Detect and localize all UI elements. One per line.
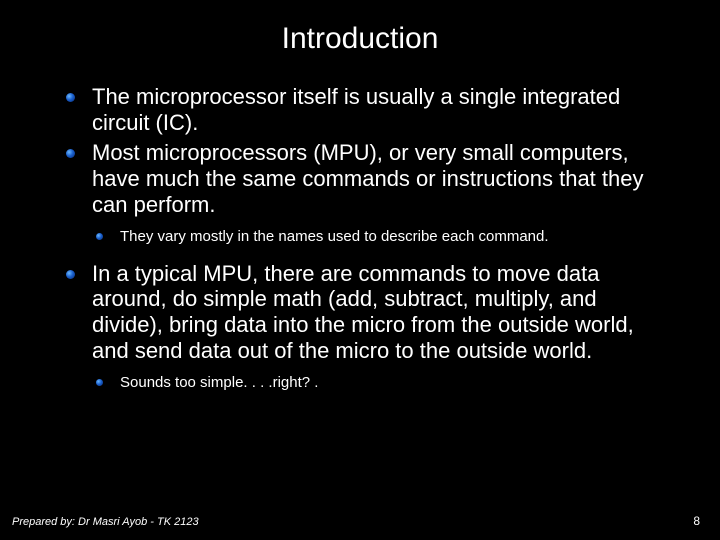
bullet-item: In a typical MPU, there are commands to …	[60, 261, 670, 394]
sub-bullet-item: They vary mostly in the names used to de…	[92, 228, 670, 247]
slide: Introduction The microprocessor itself i…	[0, 0, 720, 540]
page-number: 8	[693, 514, 700, 528]
slide-content: The microprocessor itself is usually a s…	[40, 84, 680, 393]
sub-bullet-text: Sounds too simple. . . .right? .	[120, 374, 318, 391]
footer-text: Prepared by: Dr Masri Ayob - TK 2123	[12, 516, 199, 528]
sub-bullet-list: Sounds too simple. . . .right? .	[92, 374, 670, 393]
sub-bullet-item: Sounds too simple. . . .right? .	[92, 374, 670, 393]
sub-bullet-text: They vary mostly in the names used to de…	[120, 228, 549, 245]
bullet-item: Most microprocessors (MPU), or very smal…	[60, 140, 670, 247]
slide-title: Introduction	[40, 22, 680, 56]
bullet-text: The microprocessor itself is usually a s…	[92, 84, 620, 135]
bullet-item: The microprocessor itself is usually a s…	[60, 84, 670, 136]
bullet-text: In a typical MPU, there are commands to …	[92, 261, 634, 364]
bullet-text: Most microprocessors (MPU), or very smal…	[92, 140, 643, 217]
sub-bullet-list: They vary mostly in the names used to de…	[92, 228, 670, 247]
bullet-list: The microprocessor itself is usually a s…	[60, 84, 670, 393]
